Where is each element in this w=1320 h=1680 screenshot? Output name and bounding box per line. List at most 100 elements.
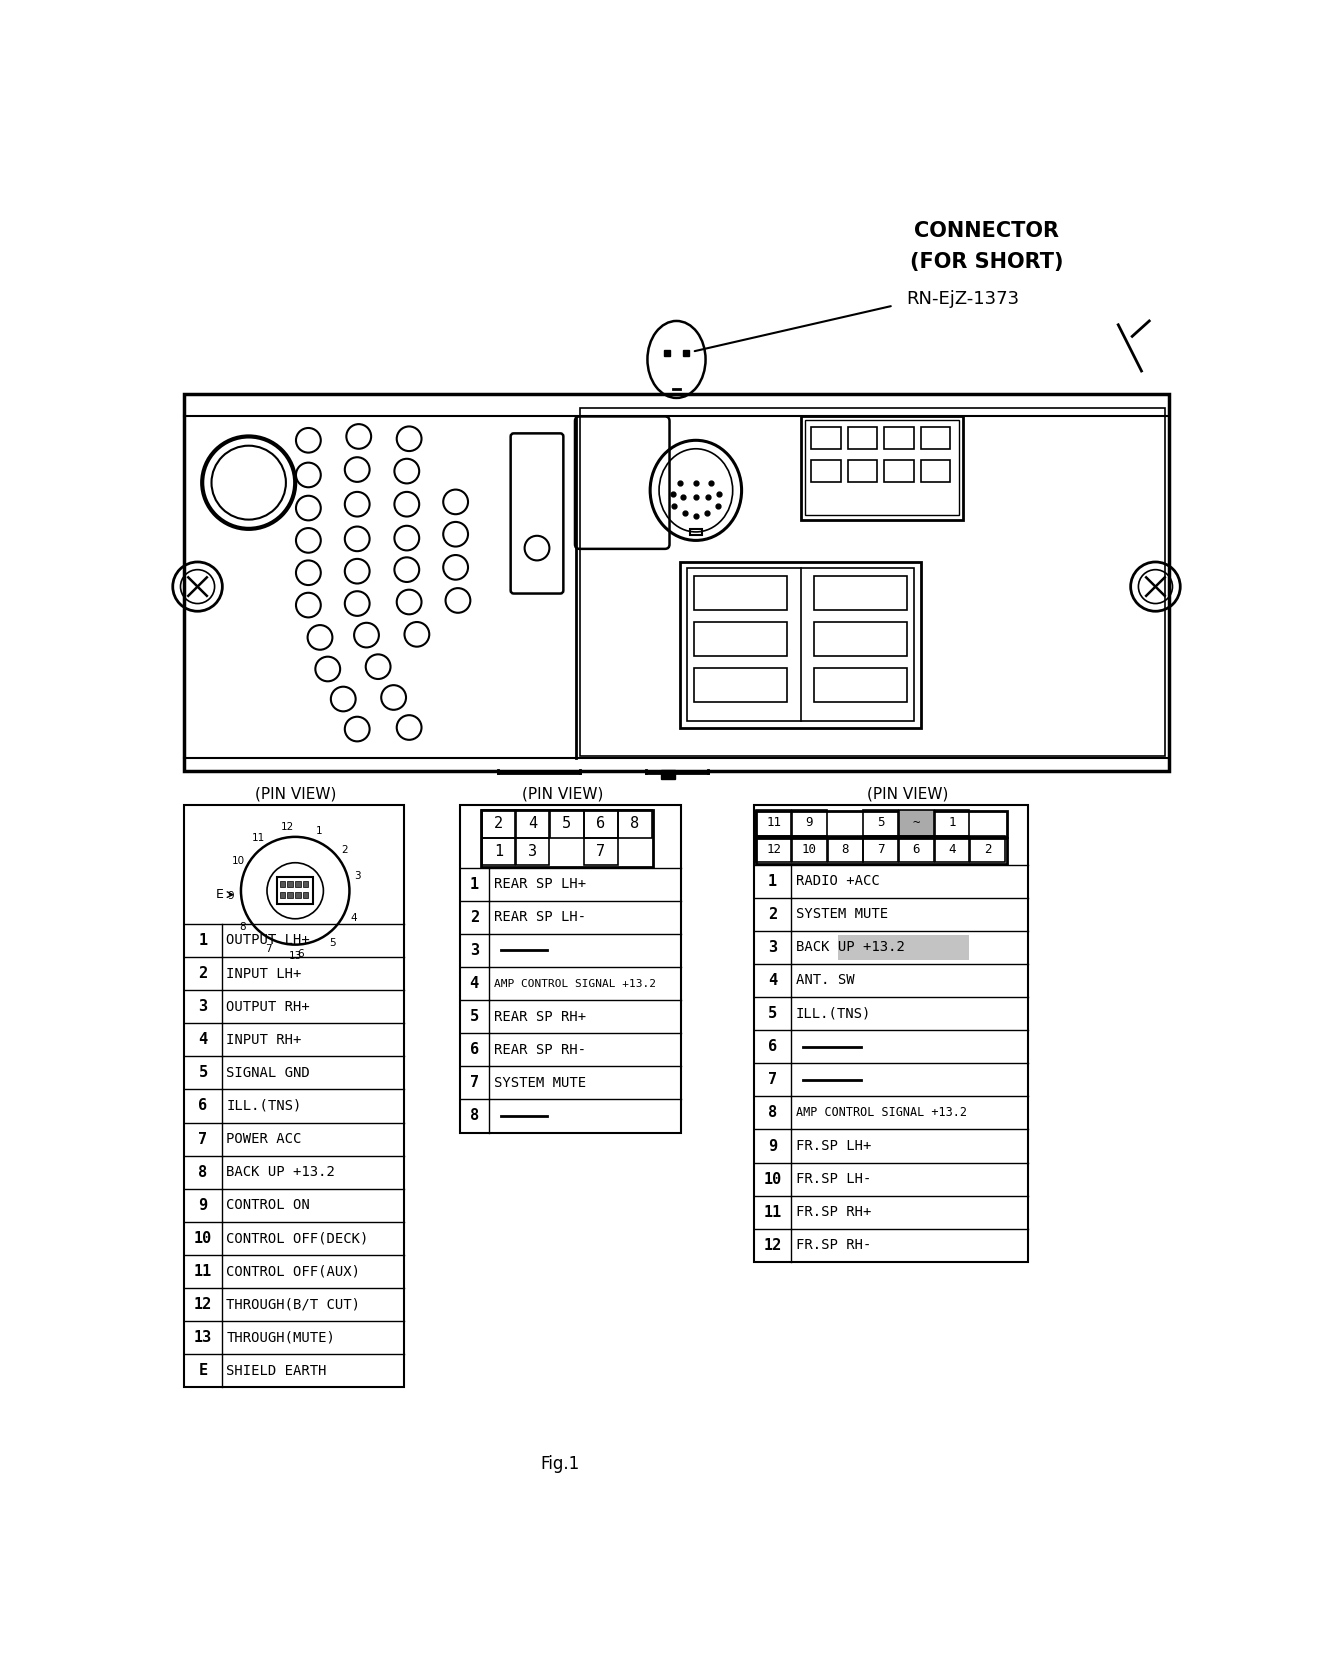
Text: 6: 6 [768, 1040, 777, 1053]
Text: 7: 7 [470, 1075, 479, 1090]
Text: 1: 1 [948, 816, 956, 830]
Text: 3: 3 [198, 1000, 207, 1015]
Text: 9: 9 [805, 816, 813, 830]
Text: 12: 12 [194, 1297, 213, 1312]
Text: CONTROL OFF(DECK): CONTROL OFF(DECK) [226, 1231, 368, 1245]
Text: 1: 1 [768, 874, 777, 889]
FancyBboxPatch shape [304, 880, 309, 887]
FancyBboxPatch shape [288, 880, 293, 887]
Text: 2: 2 [341, 845, 347, 855]
Text: REAR SP RH-: REAR SP RH- [494, 1043, 586, 1057]
Text: BACK UP +13.2: BACK UP +13.2 [796, 941, 904, 954]
Text: FR.SP LH-: FR.SP LH- [796, 1173, 871, 1186]
Text: 8: 8 [841, 843, 849, 855]
Text: CONNECTOR: CONNECTOR [913, 220, 1059, 240]
Text: FR.SP RH+: FR.SP RH+ [796, 1205, 871, 1220]
Text: 8: 8 [470, 1109, 479, 1124]
Text: 13: 13 [289, 951, 302, 961]
Text: 11: 11 [767, 816, 781, 830]
Text: FR.SP RH-: FR.SP RH- [796, 1238, 871, 1252]
Text: 5: 5 [768, 1006, 777, 1021]
Text: 10: 10 [194, 1231, 213, 1247]
Text: 9: 9 [198, 1198, 207, 1213]
Text: CONTROL ON: CONTROL ON [226, 1198, 310, 1213]
Text: 10: 10 [803, 843, 817, 855]
Text: 10: 10 [232, 855, 246, 865]
Text: 4: 4 [198, 1032, 207, 1047]
Text: 7: 7 [768, 1072, 777, 1087]
Text: INPUT RH+: INPUT RH+ [226, 1033, 301, 1047]
Text: 5: 5 [562, 816, 572, 832]
Text: RADIO +ACC: RADIO +ACC [796, 874, 879, 889]
Text: FR.SP LH+: FR.SP LH+ [796, 1139, 871, 1152]
Text: 10: 10 [763, 1171, 781, 1186]
Text: 3: 3 [528, 843, 537, 858]
Text: 6: 6 [597, 816, 606, 832]
Text: 11: 11 [194, 1263, 213, 1278]
Text: THROUGH(MUTE): THROUGH(MUTE) [226, 1331, 335, 1344]
FancyBboxPatch shape [280, 880, 285, 887]
Text: 5: 5 [470, 1010, 479, 1025]
FancyBboxPatch shape [661, 769, 675, 780]
Text: 12: 12 [281, 822, 294, 832]
Text: (FOR SHORT): (FOR SHORT) [909, 252, 1063, 272]
Text: CONTROL OFF(AUX): CONTROL OFF(AUX) [226, 1265, 360, 1278]
Text: 4: 4 [470, 976, 479, 991]
Text: INPUT LH+: INPUT LH+ [226, 966, 301, 981]
Text: SHIELD EARTH: SHIELD EARTH [226, 1364, 327, 1378]
Text: 9: 9 [768, 1139, 777, 1154]
Text: 9: 9 [228, 892, 235, 902]
Text: 8: 8 [768, 1105, 777, 1121]
Text: (PIN VIEW): (PIN VIEW) [255, 786, 335, 801]
FancyBboxPatch shape [288, 892, 293, 897]
Text: AMP CONTROL SIGNAL +13.2: AMP CONTROL SIGNAL +13.2 [494, 978, 656, 988]
Text: (PIN VIEW): (PIN VIEW) [521, 786, 603, 801]
Text: REAR SP RH+: REAR SP RH+ [494, 1010, 586, 1023]
FancyBboxPatch shape [280, 892, 285, 897]
Text: ILL.(TNS): ILL.(TNS) [796, 1006, 871, 1020]
Text: 2: 2 [198, 966, 207, 981]
Text: E: E [198, 1364, 207, 1378]
Text: 8: 8 [198, 1164, 207, 1179]
Text: 4: 4 [350, 912, 356, 922]
Text: 1: 1 [198, 932, 207, 948]
Text: 2: 2 [983, 843, 991, 855]
Text: ILL.(TNS): ILL.(TNS) [226, 1099, 301, 1112]
Text: AMP CONTROL SIGNAL +13.2: AMP CONTROL SIGNAL +13.2 [796, 1107, 966, 1119]
Text: SYSTEM MUTE: SYSTEM MUTE [796, 907, 888, 921]
FancyBboxPatch shape [296, 880, 301, 887]
Text: 4: 4 [948, 843, 956, 855]
Text: 1: 1 [494, 843, 503, 858]
Text: 6: 6 [297, 949, 304, 959]
Text: 11: 11 [763, 1205, 781, 1220]
Text: SYSTEM MUTE: SYSTEM MUTE [494, 1075, 586, 1090]
Text: ANT. SW: ANT. SW [796, 973, 854, 988]
Text: POWER ACC: POWER ACC [226, 1132, 301, 1146]
Text: 11: 11 [252, 833, 265, 843]
Text: 7: 7 [265, 944, 272, 954]
Text: (PIN VIEW): (PIN VIEW) [867, 786, 948, 801]
Text: 3: 3 [470, 942, 479, 958]
Text: 8: 8 [239, 922, 246, 932]
Text: 5: 5 [198, 1065, 207, 1080]
Text: 12: 12 [767, 843, 781, 855]
Text: 1: 1 [470, 877, 479, 892]
FancyBboxPatch shape [304, 892, 309, 897]
Text: 7: 7 [876, 843, 884, 855]
Text: OUTPUT RH+: OUTPUT RH+ [226, 1000, 310, 1013]
Text: 4: 4 [768, 973, 777, 988]
Text: 8: 8 [631, 816, 640, 832]
FancyBboxPatch shape [838, 934, 969, 959]
Text: 4: 4 [528, 816, 537, 832]
Text: 2: 2 [470, 911, 479, 924]
Text: 13: 13 [194, 1331, 213, 1346]
FancyBboxPatch shape [296, 892, 301, 897]
Text: Fig.1: Fig.1 [541, 1455, 579, 1473]
Text: 6: 6 [470, 1042, 479, 1057]
Text: 6: 6 [198, 1099, 207, 1114]
Text: 2: 2 [494, 816, 503, 832]
Text: 3: 3 [355, 872, 362, 882]
Text: 3: 3 [768, 939, 777, 954]
Text: RN-EjZ-1373: RN-EjZ-1373 [907, 291, 1020, 307]
FancyBboxPatch shape [899, 810, 933, 837]
